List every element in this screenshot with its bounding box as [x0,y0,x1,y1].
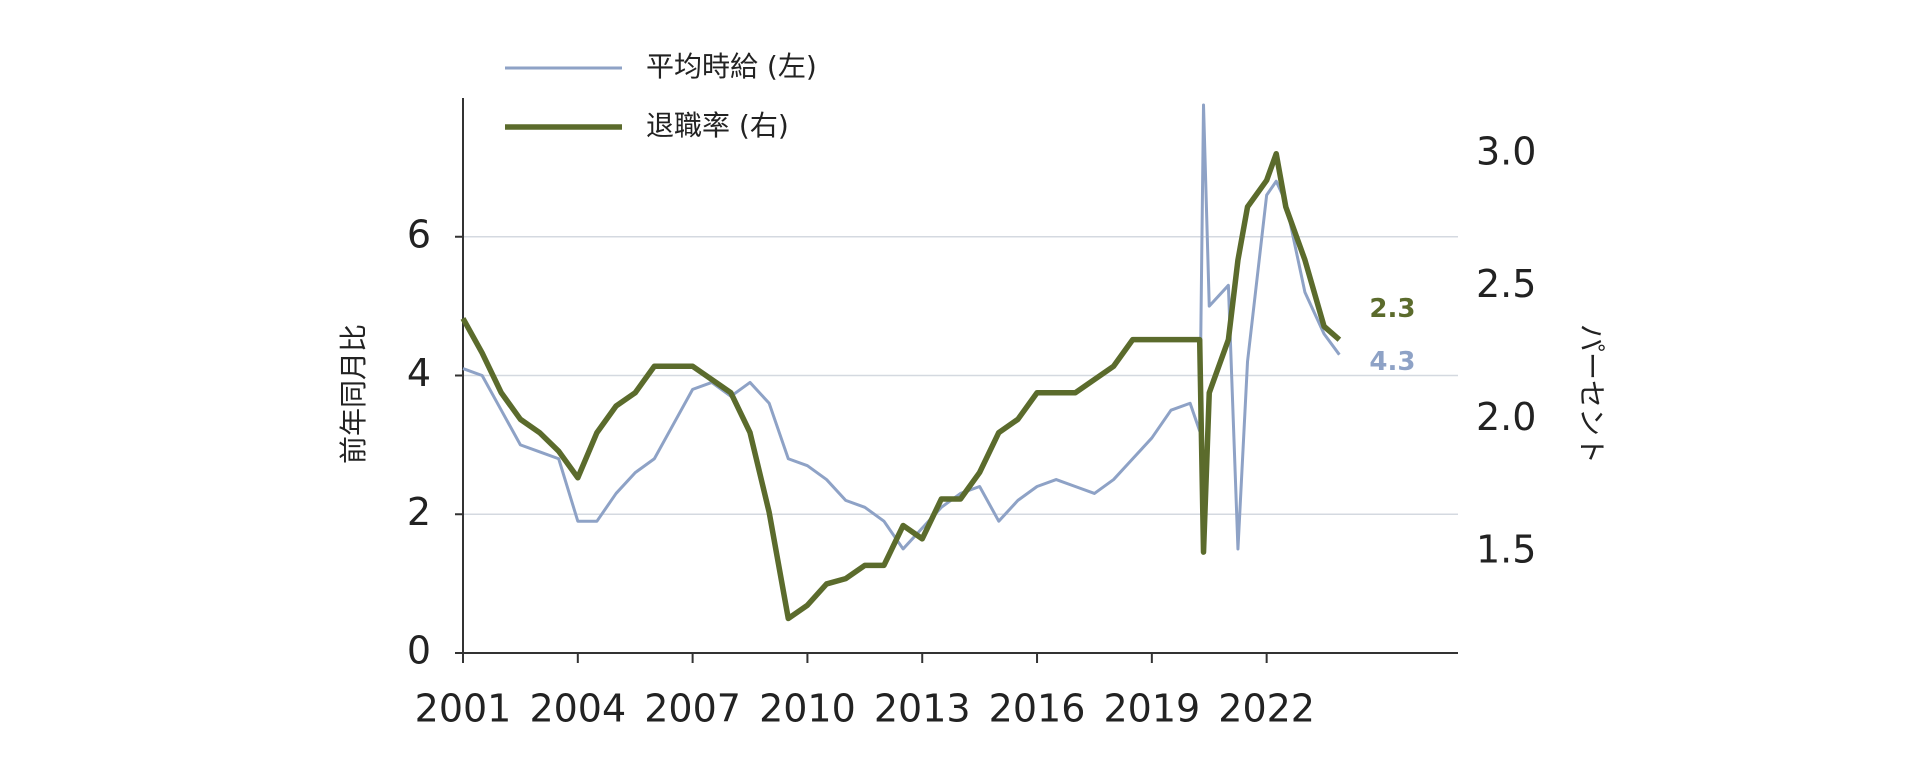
legend-label: 平均時給 (左) [646,50,817,83]
y2-tick-label: 1.5 [1476,528,1536,572]
y-tick-label: 6 [407,212,431,256]
y2-tick-label: 2.0 [1476,395,1536,439]
y2-tick-label: 2.5 [1476,262,1536,306]
end-value-label: 2.3 [1369,294,1415,324]
y2-axis-label: パーセント [1575,324,1608,464]
x-tick-label: 2022 [1218,687,1315,731]
y-tick-label: 4 [407,351,431,395]
x-tick-label: 2010 [759,687,856,731]
y2-tick-label: 3.0 [1476,129,1536,173]
y-tick-label: 0 [407,629,431,673]
end-value-label: 4.3 [1369,347,1415,377]
series-line [462,103,1341,551]
x-tick-label: 2016 [989,687,1086,731]
y-axis-label: 前年同月比 [337,324,370,464]
series-line [460,151,1342,622]
y-tick-label: 2 [407,490,431,534]
x-tick-label: 2013 [874,687,971,731]
x-tick-label: 2001 [415,687,512,731]
x-tick-label: 2019 [1103,687,1200,731]
x-tick-label: 2007 [644,687,741,731]
legend-label: 退職率 (右) [646,109,789,142]
x-tick-label: 2004 [529,687,626,731]
